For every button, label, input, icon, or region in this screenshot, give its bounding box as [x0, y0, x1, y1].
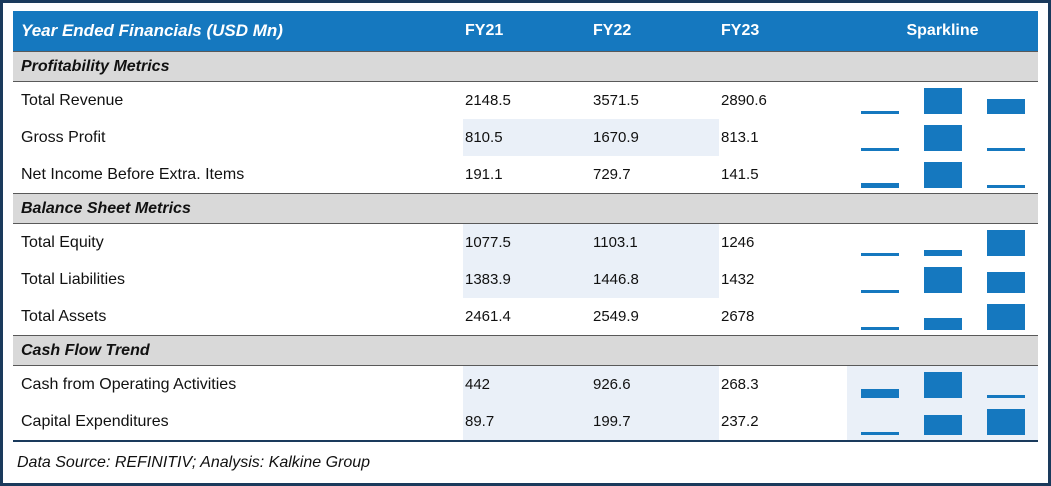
cell-fy23: 237.2 [721, 413, 759, 430]
sparkline-bar-chart [860, 371, 1025, 403]
section-label: Profitability Metrics [21, 57, 170, 75]
table-title: Year Ended Financials (USD Mn) [21, 21, 283, 40]
table-row: Gross Profit 810.5 1670.9 813.1 [13, 119, 1038, 156]
cell-fy23: 2678 [721, 308, 755, 325]
section-header-cash-flow: Cash Flow Trend [13, 335, 1038, 366]
table-footer: Data Source: REFINITIV; Analysis: Kalkin… [13, 440, 1038, 484]
sparkline-bar [986, 272, 1025, 293]
cell-fy22: 199.7 [591, 403, 719, 440]
sparkline-cell [847, 82, 1038, 119]
row-label: Gross Profit [21, 128, 106, 146]
cell-fy23: 813.1 [721, 129, 759, 146]
sparkline-bar [923, 88, 962, 114]
cell-fy22: 729.7 [593, 166, 631, 183]
cell-fy21: 1383.9 [463, 261, 591, 298]
table-row: Net Income Before Extra. Items 191.1 729… [13, 156, 1038, 193]
column-header-fy23: FY23 [721, 22, 760, 39]
sparkline-bar [860, 290, 899, 293]
sparkline-bar [923, 414, 962, 435]
sparkline-bar-chart [860, 161, 1025, 193]
sparkline-bar-chart [860, 87, 1025, 119]
row-label: Total Assets [21, 307, 107, 325]
cell-fy21: 2461.4 [465, 308, 511, 325]
cell-fy22: 3571.5 [593, 92, 639, 109]
column-header-fy22: FY22 [593, 22, 632, 39]
cell-fy21: 810.5 [463, 119, 591, 156]
sparkline-cell [847, 298, 1038, 335]
sparkline-bar-chart [860, 124, 1025, 156]
row-label: Net Income Before Extra. Items [21, 165, 245, 183]
sparkline-cell [847, 366, 1038, 403]
footer-text: Data Source: REFINITIV; Analysis: Kalkin… [17, 454, 371, 471]
sparkline-cell [847, 224, 1038, 261]
sparkline-bar [923, 372, 962, 398]
cell-fy21: 89.7 [463, 403, 591, 440]
cell-fy23: 268.3 [721, 376, 759, 393]
sparkline-bar-chart [860, 229, 1025, 261]
sparkline-cell [847, 156, 1038, 193]
sparkline-bar-chart [860, 408, 1025, 440]
sparkline-bar-chart [860, 266, 1025, 298]
row-label: Total Revenue [21, 91, 124, 109]
section-label: Balance Sheet Metrics [21, 199, 191, 217]
column-header-fy21: FY21 [465, 22, 504, 39]
cell-fy21: 1077.5 [463, 224, 591, 261]
table-row: Total Revenue 2148.5 3571.5 2890.6 [13, 82, 1038, 119]
sparkline-bar-chart [860, 303, 1025, 335]
table-row: Capital Expenditures 89.7 199.7 237.2 [13, 403, 1038, 440]
sparkline-bar [986, 185, 1025, 188]
sparkline-bar [923, 249, 962, 256]
cell-fy21: 2148.5 [465, 92, 511, 109]
sparkline-bar [860, 253, 899, 256]
sparkline-bar [860, 183, 899, 188]
sparkline-bar [860, 327, 899, 330]
sparkline-bar [923, 317, 962, 330]
cell-fy22: 1670.9 [591, 119, 719, 156]
row-label: Total Equity [21, 233, 104, 251]
sparkline-bar [986, 230, 1025, 256]
row-label: Cash from Operating Activities [21, 375, 237, 393]
sparkline-bar [923, 267, 962, 293]
sparkline-bar [860, 148, 899, 151]
cell-fy21: 191.1 [465, 166, 503, 183]
sparkline-bar [860, 388, 899, 398]
table-row: Total Assets 2461.4 2549.9 2678 [13, 298, 1038, 335]
table-row: Cash from Operating Activities 442 926.6… [13, 366, 1038, 403]
cell-fy22: 2549.9 [593, 308, 639, 325]
cell-fy23: 1432 [721, 271, 755, 288]
cell-fy22: 1446.8 [591, 261, 719, 298]
sparkline-bar [923, 162, 962, 188]
sparkline-cell [847, 261, 1038, 298]
sparkline-cell [847, 119, 1038, 156]
cell-fy23: 141.5 [721, 166, 759, 183]
section-label: Cash Flow Trend [21, 341, 150, 359]
cell-fy23: 2890.6 [721, 92, 767, 109]
row-label: Capital Expenditures [21, 412, 169, 430]
sparkline-bar [923, 125, 962, 151]
table-row: Total Liabilities 1383.9 1446.8 1432 [13, 261, 1038, 298]
cell-fy21: 442 [463, 366, 591, 403]
sparkline-bar [986, 304, 1025, 330]
column-header-sparkline: Sparkline [906, 22, 979, 39]
sparkline-bar [860, 432, 899, 435]
row-label: Total Liabilities [21, 270, 126, 288]
section-header-balance-sheet: Balance Sheet Metrics [13, 193, 1038, 224]
section-header-profitability: Profitability Metrics [13, 51, 1038, 82]
sparkline-bar [986, 147, 1025, 151]
table-row: Total Equity 1077.5 1103.1 1246 [13, 224, 1038, 261]
table-header: Year Ended Financials (USD Mn) FY21 FY22… [13, 11, 1038, 51]
sparkline-bar [986, 99, 1025, 114]
sparkline-bar [860, 111, 899, 114]
cell-fy23: 1246 [721, 234, 755, 251]
sparkline-bar [986, 395, 1025, 398]
cell-fy22: 926.6 [591, 366, 719, 403]
sparkline-bar [986, 409, 1025, 435]
cell-fy22: 1103.1 [591, 224, 719, 261]
sparkline-cell [847, 403, 1038, 440]
